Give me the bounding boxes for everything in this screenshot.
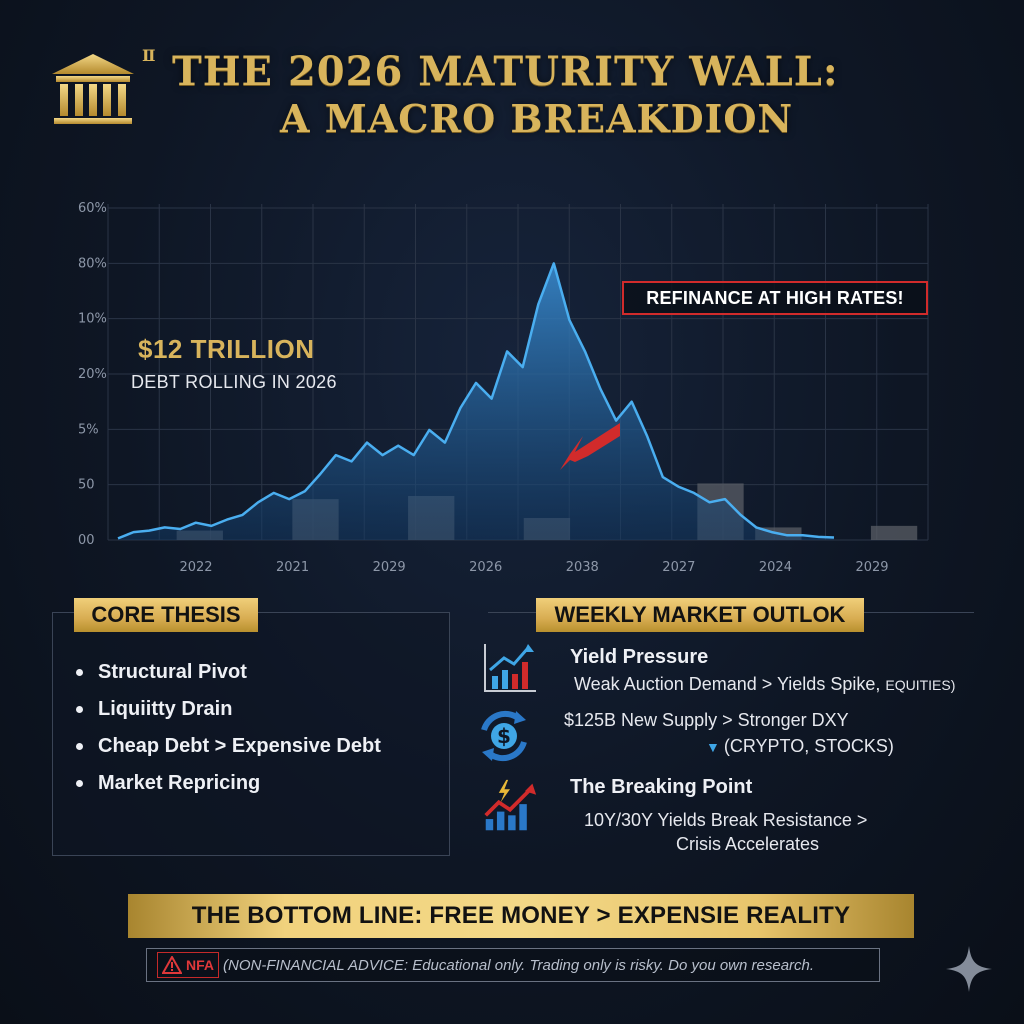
bullet-icon	[76, 706, 83, 713]
core-thesis-panel	[52, 612, 450, 856]
new-supply-sub: ▼ (CRYPTO, STOCKS)	[706, 736, 894, 756]
refinance-callout: REFINANCE AT HIGH RATES!	[622, 281, 928, 315]
bullet-icon	[76, 669, 83, 676]
bar-mark	[870, 525, 918, 540]
new-supply-body: $125B New Supply > Stronger DXY	[564, 710, 849, 730]
x-tick-label: 2038	[566, 560, 599, 575]
down-triangle-icon: ▼	[706, 739, 720, 755]
y-tick-label: 5%	[78, 422, 99, 437]
bar-chart-arrow-icon	[484, 644, 536, 692]
breaking-point-title: The Breaking Point	[570, 776, 753, 798]
disclaimer-bar: NFA (NON-FINANCIAL ADVICE: Educational o…	[146, 948, 880, 982]
x-tick-label: 2029	[855, 560, 888, 575]
y-tick-label: 60%	[78, 201, 107, 216]
y-tick-label: 00	[78, 533, 95, 548]
header: Ⅱ THE 2026 MATURITY WALL: A MACRO BREAKD…	[0, 40, 1024, 141]
x-tick-label: 2022	[179, 560, 212, 575]
x-tick-label: 2021	[276, 560, 309, 575]
warning-icon	[162, 956, 182, 974]
svg-text:$: $	[497, 724, 511, 748]
page-title: THE 2026 MATURITY WALL:	[172, 48, 839, 95]
list-item: Cheap Debt > Expensive Debt	[76, 728, 381, 765]
breaking-point-body: 10Y/30Y Yields Break Resistance >	[584, 810, 868, 830]
weekly-outlook-label: WEEKLY MARKET OUTLOK	[536, 598, 864, 632]
debt-caption: DEBT ROLLING IN 2026	[131, 372, 337, 392]
title-mark: Ⅱ	[142, 46, 156, 65]
x-tick-label: 2024	[759, 560, 792, 575]
list-item: Market Repricing	[76, 765, 381, 802]
bottom-line-banner: THE BOTTOM LINE: FREE MONEY > EXPENSIE R…	[128, 894, 914, 938]
debt-amount: $12 TRILLION	[138, 334, 315, 364]
y-tick-label: 10%	[78, 312, 107, 327]
page-subtitle: A MACRO BREAKDION	[280, 96, 794, 141]
series-line	[117, 262, 835, 540]
bullet-icon	[76, 780, 83, 787]
y-tick-label: 20%	[78, 367, 107, 382]
callout-arrow-icon	[560, 423, 620, 470]
bank-building-icon	[52, 54, 134, 124]
breaking-point-body-2: Crisis Accelerates	[676, 834, 820, 854]
core-thesis-list: Structural Pivot Liquiitty Drain Cheap D…	[76, 654, 381, 802]
x-tick-label: 2029	[373, 560, 406, 575]
core-thesis-label: CORE THESIS	[74, 598, 258, 632]
y-tick-label: 50	[78, 478, 95, 493]
lightning-chart-icon	[484, 779, 537, 831]
nfa-tag: NFA	[157, 952, 219, 978]
sparkle-icon	[946, 946, 992, 992]
area-fill	[118, 263, 834, 540]
yield-pressure-body: Weak Auction Demand > Yields Spike, EQUI…	[574, 674, 956, 694]
maturity-chart: 00 50 5% 20% 10% 80% 60% 2022 2021 2029 2026 2038 2…	[78, 201, 929, 575]
yield-pressure-title: Yield Pressure	[570, 646, 709, 668]
dollar-cycle-icon: $	[481, 710, 527, 762]
x-tick-label: 2027	[662, 560, 695, 575]
list-item: Structural Pivot	[76, 654, 381, 691]
bullet-icon	[76, 743, 83, 750]
disclaimer-text: (NON-FINANCIAL ADVICE: Educational only.…	[223, 956, 815, 974]
y-tick-label: 80%	[78, 256, 107, 271]
x-tick-label: 2026	[469, 560, 502, 575]
list-item: Liquiitty Drain	[76, 691, 381, 728]
